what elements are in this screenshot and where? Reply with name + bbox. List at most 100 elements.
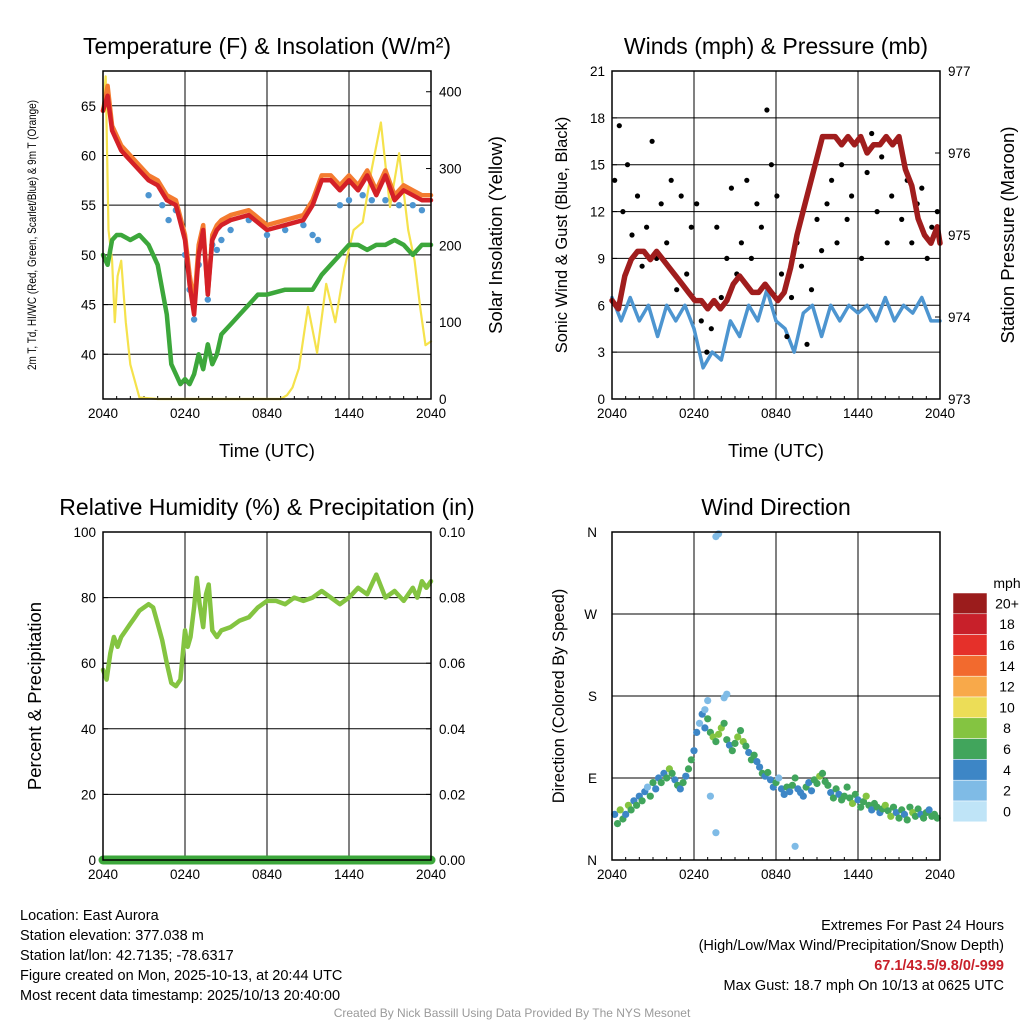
extremes-subtitle: (High/Low/Max Wind/Precipitation/Snow De… <box>698 938 1004 954</box>
x-tick-label: 2040 <box>925 867 955 882</box>
legend-swatch <box>952 696 988 719</box>
y2-tick-label: 974 <box>948 310 971 325</box>
y-tick-label: 3 <box>597 345 605 360</box>
gust-series <box>784 333 790 340</box>
direction-point <box>827 789 835 797</box>
direction-point <box>682 772 690 780</box>
x-axis-label: Time (UTC) <box>219 440 315 461</box>
x-tick-label: 2040 <box>925 406 955 421</box>
x-tick-label: 1440 <box>843 867 873 882</box>
extremes-title: Extremes For Past 24 Hours <box>821 918 1004 934</box>
gust-series <box>620 209 626 215</box>
y2-tick-label: 0.02 <box>439 787 465 802</box>
y-tick-label: 12 <box>590 205 605 220</box>
x-tick-label: 1440 <box>334 867 364 882</box>
direction-point <box>873 803 881 811</box>
direction-point <box>668 769 676 778</box>
direction-point <box>690 747 698 755</box>
gust-series <box>644 224 650 230</box>
direction-point <box>813 779 821 788</box>
gust-series <box>698 318 704 324</box>
solar-insolation-series <box>101 75 433 401</box>
y2-tick-label: 0.04 <box>439 722 466 737</box>
direction-point <box>846 794 854 802</box>
gust-series <box>804 341 810 347</box>
direction-point <box>851 790 859 799</box>
direction-point <box>906 803 914 811</box>
gust-series <box>909 240 915 246</box>
direction-point <box>638 797 646 805</box>
heat-index-wind-chill-series <box>359 192 366 199</box>
plot-border <box>102 70 432 400</box>
legend-swatch <box>952 613 988 635</box>
station-elevation: Station elevation: 377.038 m <box>20 928 204 944</box>
direction-point <box>840 792 848 800</box>
y-tick-label: 60 <box>81 148 96 163</box>
direction-point <box>633 801 641 809</box>
x-tick-label: 0240 <box>679 867 709 882</box>
direction-point <box>911 812 920 820</box>
gust-series <box>829 177 835 183</box>
legend-label: 2 <box>1003 783 1011 799</box>
direction-point <box>903 816 911 824</box>
heat-index-wind-chill-series <box>165 216 172 224</box>
panel-title: Wind Direction <box>701 494 851 520</box>
direction-point <box>706 792 715 800</box>
heat-index-wind-chill-series <box>409 202 416 209</box>
x-tick-label: 2040 <box>416 406 446 421</box>
y2-axis-label: Solar Insolation (Yellow) <box>485 136 506 334</box>
direction-point <box>643 783 652 791</box>
sonic-wind-series <box>610 287 942 370</box>
direction-point <box>832 785 840 793</box>
heat-index-wind-chill-series <box>204 296 211 303</box>
gust-series <box>808 287 815 293</box>
legend-swatch <box>952 592 988 615</box>
credit-line: Created By Nick Bassill Using Data Provi… <box>333 1006 691 1020</box>
gust-series <box>704 349 710 355</box>
gust-series <box>664 240 670 246</box>
legend-swatch <box>952 779 988 802</box>
station-location: Location: East Aurora <box>20 908 159 924</box>
x-tick-label: 2040 <box>597 867 627 882</box>
y-tick-label: 20 <box>81 787 96 802</box>
direction-point <box>750 751 758 759</box>
heat-index-wind-chill-series <box>345 197 353 204</box>
direction-point <box>788 781 797 789</box>
y-tick-label: 100 <box>73 525 96 540</box>
direction-point <box>887 812 895 820</box>
direction-point <box>742 742 750 750</box>
station-info: Location: East Aurora Station elevation:… <box>20 906 342 1006</box>
gust-series <box>688 224 694 230</box>
y2-tick-label: 0 <box>439 392 447 407</box>
direction-point <box>715 730 723 738</box>
station-pressure-series <box>609 133 943 312</box>
x-tick-label: 2040 <box>416 867 446 882</box>
heat-index-wind-chill-series <box>282 226 289 234</box>
heat-index-wind-chill-series <box>418 207 426 214</box>
y2-tick-label: 975 <box>948 228 971 243</box>
direction-point <box>712 738 720 746</box>
panel-title: Relative Humidity (%) & Precipitation (i… <box>59 494 474 520</box>
x-tick-label: 0240 <box>170 406 200 421</box>
gust-series <box>899 216 905 222</box>
direction-point <box>857 803 865 811</box>
direction-point <box>704 715 712 723</box>
y-axis-label: Percent & Precipitation <box>24 602 45 790</box>
direction-point <box>895 814 903 822</box>
winds-pressure-panel: 2040 0240 0840 1440 2040 Winds (mph) & Pressu… <box>553 33 1018 461</box>
gust-series <box>834 240 840 246</box>
x-tick-label: 2040 <box>88 406 118 421</box>
gust-series <box>919 185 925 191</box>
direction-point <box>914 805 922 813</box>
gust-series <box>879 154 885 160</box>
direction-point <box>701 706 709 714</box>
y2-tick-label: 977 <box>948 64 971 79</box>
y2-tick-label: 976 <box>948 146 971 161</box>
gust-series <box>738 240 745 246</box>
direction-point <box>775 774 783 782</box>
y2-tick-label: 0.10 <box>439 525 465 540</box>
heat-index-wind-chill-series <box>227 226 234 234</box>
direction-point <box>701 724 709 732</box>
